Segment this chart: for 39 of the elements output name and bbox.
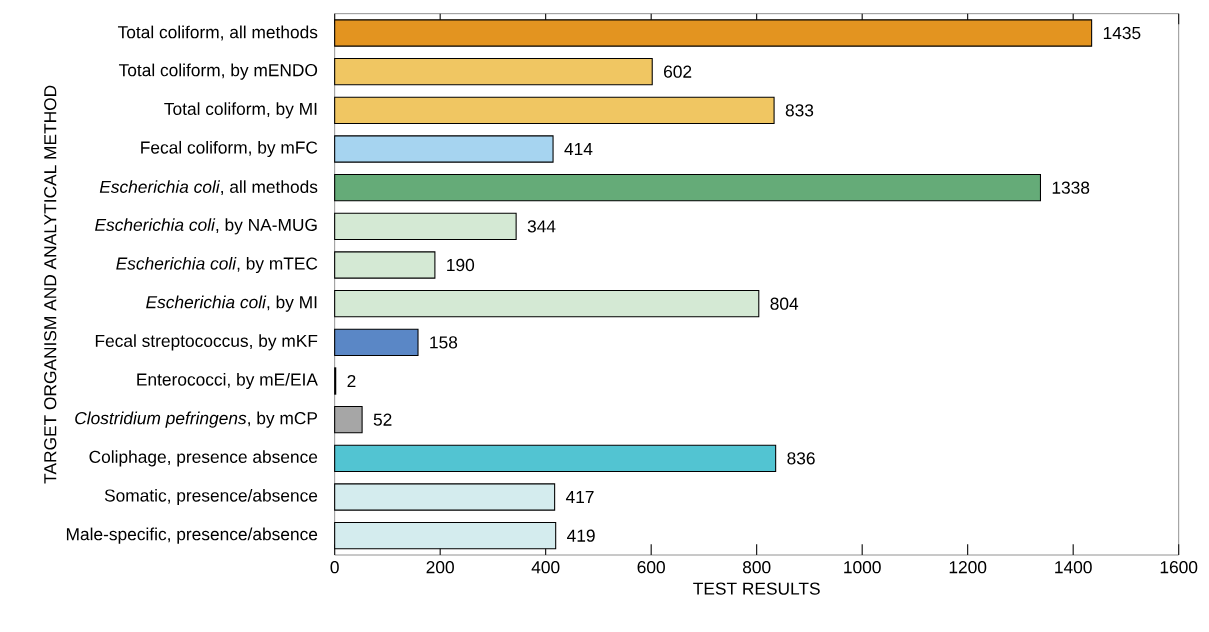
y-tick-label: Total coliform, by MI <box>164 102 317 119</box>
data-label: 2 <box>347 374 356 388</box>
y-tick-label: Escherichia coli, by NA-MUG <box>95 218 317 235</box>
data-label: 602 <box>664 65 692 78</box>
data-label: 417 <box>565 491 594 503</box>
data-label: 419 <box>567 529 595 542</box>
y-tick-label: Total coliform, by mENDO <box>118 63 318 80</box>
data-label: 833 <box>785 104 814 117</box>
y-tick-label: Somatic, presence/absence <box>104 488 318 506</box>
y-tick-label: Escherichia coli, all methods <box>99 180 318 196</box>
data-label: 344 <box>527 220 556 233</box>
x-tick-label: 800 <box>742 561 771 574</box>
x-tick-label: 0 <box>330 561 339 574</box>
y-tick-label: Total coliform, all methods <box>117 25 318 41</box>
data-label: 1338 <box>1052 181 1090 194</box>
y-tick-label: Fecal streptococcus, by mKF <box>95 334 318 351</box>
y-tick-label: Coliphage, presence absence <box>89 450 318 467</box>
x-tick-label: 1200 <box>949 561 987 574</box>
data-label: 804 <box>770 297 799 310</box>
y-tick-label: Male-specific, presence/absence <box>66 527 318 544</box>
y-tick-label: Clostridium pefringens, by mCP <box>75 411 318 428</box>
x-tick-label: 400 <box>531 561 560 574</box>
y-tick-label: Escherichia coli, by mTEC <box>116 256 318 274</box>
data-label: 1435 <box>1103 26 1141 40</box>
y-tick-label: Enterococci, by mE/EIA <box>137 372 318 390</box>
data-label: 52 <box>373 413 392 426</box>
x-tick-label: 1600 <box>1160 561 1198 574</box>
x-tick-label: 1400 <box>1055 561 1092 574</box>
y-axis-title: TARGET ORGANISM AND ANALYTICAL METHOD <box>44 85 57 484</box>
data-label: 836 <box>787 452 815 465</box>
data-label: 414 <box>564 143 593 155</box>
x-tick-label: 200 <box>426 561 454 574</box>
data-label: 190 <box>447 258 475 272</box>
data-label: 158 <box>430 336 458 349</box>
x-axis-title: TEST RESULTS <box>693 582 820 595</box>
x-tick-label: 1000 <box>844 561 881 574</box>
y-tick-label: Escherichia coli, by MI <box>146 295 317 312</box>
y-tick-label: Fecal coliform, by mFC <box>141 140 318 158</box>
x-tick-label: 600 <box>637 561 665 574</box>
